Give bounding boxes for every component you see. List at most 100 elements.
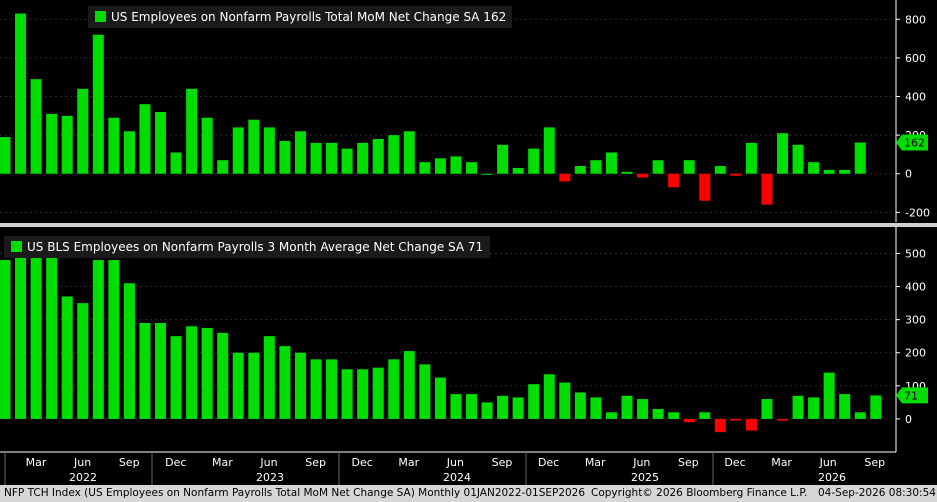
bottom-bar [403,351,415,419]
top-bar [155,111,166,174]
x-month-label: Dec [724,456,745,469]
bottom-bar [745,418,757,431]
bottom-legend-box [4,236,490,258]
top-bar [341,148,353,174]
bottom-bar [388,359,400,419]
bottom-bar [217,332,229,419]
top-bar [217,160,229,174]
top-bar [652,160,664,174]
bottom-bar [823,372,835,419]
bottom-bar [605,412,617,419]
bloomberg-chart: -200 0 200 400 600 800 162 US Employees on Nonf… [0,0,937,485]
top-bar [808,162,820,174]
top-bar [326,142,338,174]
bottom-bar [201,327,213,419]
bottom-bar [512,397,524,419]
top-bar [434,158,446,174]
top-panel: -2000200400600800162US Employees on Nonf… [0,0,930,222]
top-bar [481,173,493,175]
x-month-label: Jun [446,456,464,469]
top-bar [699,173,711,201]
bottom-bar [559,382,571,419]
top-legend-swatch [95,11,106,22]
top-bar [232,127,244,174]
bottom-bar [792,395,804,419]
x-month-label: Jun [632,456,650,469]
bottom-bar [450,394,462,419]
top-bar [294,131,306,174]
x-year-label: 2023 [256,471,284,484]
bottom-bar [621,395,633,419]
top-bar [30,79,42,174]
x-month-label: Sep [678,456,699,469]
bottom-bar [186,326,198,419]
top-bar [123,131,135,174]
top-bar [839,169,851,174]
top-bar [528,148,540,174]
top-bar [263,127,275,174]
bottom-bar [808,397,820,419]
top-bar [761,173,773,205]
footer-copyright: Copyright© 2026 Bloomberg Finance L.P. [591,487,808,499]
bottom-bar [699,412,711,419]
x-month-label: Jun [73,456,91,469]
x-month-label: Dec [165,456,186,469]
bottom-bar [279,346,291,419]
top-bar [186,88,198,174]
bottom-bar [77,303,89,419]
top-bar [621,171,633,174]
bottom-legend-swatch [11,241,22,252]
top-bar [0,137,11,174]
top-bar [77,88,89,174]
top-bar [854,142,866,174]
top-y-tick-label: 400 [905,91,926,104]
x-month-label: Sep [119,456,140,469]
x-month-label: Mar [26,456,47,469]
top-bar [559,173,571,182]
top-bar [108,117,120,174]
top-bar [419,162,431,174]
top-y-tick-label: 600 [905,52,926,65]
bottom-bar [263,336,275,419]
x-month-label: Dec [352,456,373,469]
x-month-label: Mar [398,456,419,469]
top-bar [745,142,757,174]
bottom-bar [574,392,586,419]
top-bar [466,162,477,174]
x-month-label: Mar [212,456,233,469]
bottom-bar [543,374,555,419]
top-bar [450,156,462,174]
bottom-bar [497,395,509,419]
bottom-bar [730,418,742,421]
top-bar [357,142,369,174]
bottom-bar [155,322,166,419]
x-month-label: Jun [819,456,837,469]
bottom-bar [248,352,260,419]
bottom-last-value-tag [896,387,928,404]
top-bar [574,166,586,174]
x-month-label: Dec [538,456,559,469]
x-year-label: 2022 [69,471,97,484]
top-legend-label: US Employees on Nonfarm Payrolls Total M… [111,10,506,24]
top-last-value-label: 162 [904,136,925,149]
bottom-bar [139,322,151,419]
top-last-value-tag [896,134,928,151]
top-bar [792,144,804,174]
top-bar [372,138,384,174]
bottom-bar [528,384,540,419]
bottom-bar [61,296,73,419]
bottom-bar [590,397,602,419]
x-month-label: Sep [305,456,326,469]
x-month-label: Mar [585,456,606,469]
x-month-label: Mar [771,456,792,469]
bottom-y-tick-label: 0 [905,413,912,426]
top-bar [279,140,291,174]
bottom-bar [30,246,42,419]
top-legend-box [88,6,512,28]
x-year-label: 2026 [818,471,846,484]
bottom-bar [637,399,649,419]
bottom-legend-label: US BLS Employees on Nonfarm Payrolls 3 M… [27,240,483,254]
top-bar [668,173,680,188]
top-bar [403,131,415,174]
bottom-bar [870,395,882,419]
